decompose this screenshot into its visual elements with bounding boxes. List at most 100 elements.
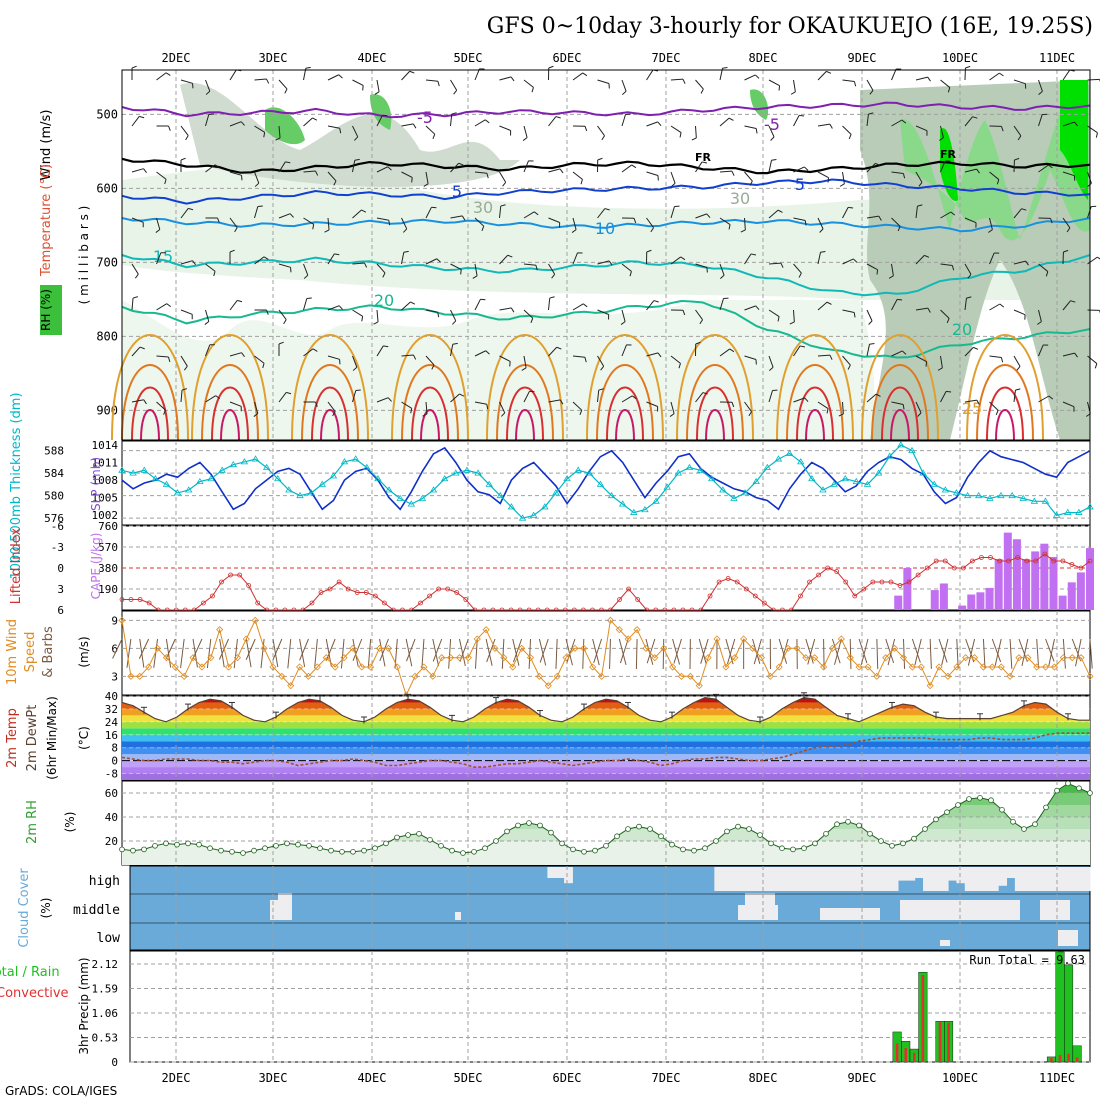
wind-barb bbox=[842, 207, 849, 219]
wind-barb-flag bbox=[729, 348, 735, 353]
wind-barb-flag bbox=[755, 305, 760, 310]
wind-barb bbox=[425, 125, 436, 135]
temp-band bbox=[122, 697, 1090, 703]
wind10-point bbox=[731, 654, 739, 662]
wind10-point bbox=[509, 663, 517, 671]
wind-barb-flag bbox=[431, 206, 437, 209]
wind-barb-flag bbox=[502, 181, 507, 187]
wind10-barb bbox=[539, 638, 549, 663]
wind-barb bbox=[352, 209, 362, 219]
contour-label: 20 bbox=[374, 291, 394, 310]
wind10-barb bbox=[1009, 638, 1013, 669]
wind-barb bbox=[376, 166, 389, 173]
lifted-index-point bbox=[219, 579, 224, 585]
warm-isotherm bbox=[411, 386, 449, 441]
wind-barb-flag bbox=[720, 274, 725, 279]
wind-barb-flag bbox=[266, 78, 270, 84]
rh-shading bbox=[180, 82, 520, 187]
wind-barb-flag bbox=[820, 250, 826, 253]
rh-shading bbox=[122, 300, 875, 440]
dewpt2m-line bbox=[121, 732, 1090, 768]
wind-barb-flag bbox=[411, 177, 413, 183]
rh2m-point bbox=[911, 835, 917, 842]
cloud-free-high bbox=[789, 867, 799, 891]
thickness-point bbox=[785, 449, 794, 456]
wind-barb-flag bbox=[481, 225, 485, 232]
thickness-point bbox=[385, 486, 393, 493]
wind-barb-flag bbox=[777, 316, 780, 322]
cloud-free-high bbox=[989, 867, 999, 891]
wind-barb bbox=[1038, 164, 1049, 173]
wind-barb-flag bbox=[453, 89, 458, 95]
lifted-index-point bbox=[906, 579, 912, 585]
wind-barb bbox=[180, 260, 193, 265]
lifted-index-point bbox=[463, 597, 469, 602]
wind-barb bbox=[548, 346, 558, 357]
label-minmax: (6hr Min/Max) bbox=[45, 696, 59, 780]
thickness-point bbox=[1030, 497, 1039, 504]
wind-barb-flag bbox=[731, 170, 735, 176]
cape-tick: 380 bbox=[98, 562, 118, 575]
wind10-barb bbox=[405, 638, 413, 667]
thickness-point bbox=[262, 463, 271, 470]
rh2m-point bbox=[702, 845, 708, 851]
thickness-point bbox=[329, 472, 338, 479]
thickness-point bbox=[841, 475, 849, 482]
wind10-point bbox=[1086, 672, 1094, 680]
wind-barb bbox=[744, 305, 756, 311]
lifted-index-point bbox=[843, 579, 849, 585]
wind10-barb bbox=[272, 638, 283, 661]
rh-shading bbox=[122, 166, 1090, 300]
wind-barb-flag bbox=[305, 66, 311, 69]
rh2m-point bbox=[845, 818, 851, 825]
wind10-point bbox=[438, 654, 446, 662]
wind-barb-flag bbox=[531, 87, 534, 93]
cape-bar bbox=[939, 583, 948, 610]
wind10-barb bbox=[752, 638, 761, 665]
wind-barb-flag bbox=[804, 220, 807, 226]
cloud-free-high bbox=[981, 867, 991, 891]
wind10-barb bbox=[592, 638, 600, 666]
rh2m-point bbox=[658, 833, 664, 839]
wind-barb bbox=[572, 171, 583, 180]
date-label-bottom: 8DEC bbox=[749, 1071, 778, 1085]
precip-tick: 2.12 bbox=[92, 958, 119, 971]
wind-barb bbox=[915, 76, 928, 81]
temp-tick: 16 bbox=[105, 729, 118, 742]
wind-barb-flag bbox=[950, 211, 956, 216]
wind-barb bbox=[670, 171, 676, 184]
wind10-barb bbox=[458, 638, 466, 667]
wind-barb bbox=[352, 262, 365, 265]
cape-tick: 570 bbox=[98, 541, 118, 554]
cape-bar bbox=[903, 568, 912, 610]
wind10-barb bbox=[180, 638, 185, 668]
panel-frame bbox=[121, 610, 1091, 696]
wind-barb bbox=[278, 213, 291, 219]
wind-barb-flag bbox=[631, 395, 637, 400]
wind-barb-flag bbox=[917, 204, 923, 207]
wind-barb-flag bbox=[533, 211, 539, 216]
rh2m-point bbox=[548, 829, 554, 836]
warm-isotherm bbox=[676, 334, 754, 441]
wind-barb bbox=[793, 166, 805, 173]
wind10-barb bbox=[1036, 638, 1040, 669]
wind-barb bbox=[1013, 390, 1016, 403]
wind-barb-flag bbox=[284, 88, 288, 94]
wind-barb-flag bbox=[423, 183, 429, 187]
wind-barb bbox=[817, 401, 829, 409]
thickness-point bbox=[552, 489, 560, 496]
wind-barb bbox=[915, 401, 922, 414]
wind-barb bbox=[1062, 352, 1075, 357]
temp-tick: 32 bbox=[105, 703, 118, 716]
wind-barb bbox=[156, 355, 169, 358]
wind-barb-flag bbox=[132, 296, 138, 299]
rh-shading bbox=[265, 107, 305, 145]
wind-barb-flag bbox=[432, 133, 436, 140]
thickness-point bbox=[529, 511, 538, 518]
wind10-point bbox=[207, 654, 215, 662]
wind-barb-flag bbox=[878, 215, 882, 221]
wind10-point bbox=[589, 663, 597, 671]
wind-barb-flag bbox=[996, 179, 1000, 185]
wind-barb bbox=[352, 125, 359, 138]
